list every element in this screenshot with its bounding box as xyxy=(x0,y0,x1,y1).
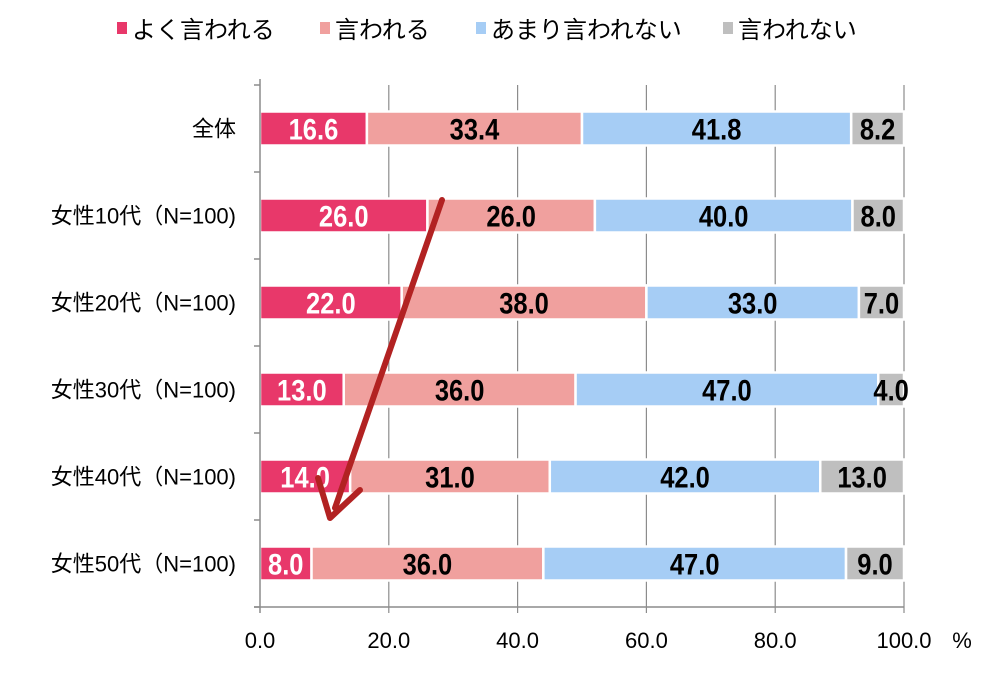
bar-segment xyxy=(819,458,906,495)
data-label: 13.0 xyxy=(277,374,327,407)
legend-swatch xyxy=(723,22,733,34)
data-label: 33.4 xyxy=(450,113,500,146)
data-label: 8.0 xyxy=(268,548,303,581)
x-tick-label: 80.0 xyxy=(754,628,797,653)
data-label: 22.0 xyxy=(306,287,356,320)
data-label: 36.0 xyxy=(403,548,453,581)
category-label: 女性50代（N=100) xyxy=(51,552,236,577)
data-label: 38.0 xyxy=(499,287,549,320)
data-label: 40.0 xyxy=(699,200,749,233)
bar-segment xyxy=(851,197,906,234)
bars: 16.6 33.4 41.8 8.2 全体 26.0 26.0 40.0 8.0 女性10代（N=… xyxy=(51,110,909,582)
data-label: 9.0 xyxy=(857,548,892,581)
gridlines xyxy=(388,85,905,613)
legend-label: 言われない xyxy=(738,17,857,44)
arrow-shaft xyxy=(332,197,445,511)
trend-arrow xyxy=(315,197,445,521)
legend-label: あまり言われない xyxy=(491,17,682,44)
bar-segment xyxy=(348,458,552,495)
legend: よく言われる 言われる あまり言われない 言われない xyxy=(117,17,857,44)
data-label: 41.8 xyxy=(692,113,742,146)
arrow-head xyxy=(315,475,363,521)
data-label: 31.0 xyxy=(425,461,475,494)
legend-swatch xyxy=(117,22,127,34)
x-unit-label: % xyxy=(952,628,972,653)
category-label: 女性30代（N=100) xyxy=(51,378,236,403)
bar-segment xyxy=(593,197,854,234)
legend-swatch xyxy=(320,22,330,34)
legend-label: よく言われる xyxy=(132,17,275,44)
axes: 0.0 20.0 40.0 60.0 80.0 100.0% xyxy=(245,79,972,653)
bar-segment xyxy=(574,371,880,408)
bar-segment xyxy=(844,545,906,582)
x-tick-label: 100.0 xyxy=(876,628,931,653)
data-label: 33.0 xyxy=(728,287,778,320)
x-tick-label: 20.0 xyxy=(367,628,410,653)
bar-segment xyxy=(542,545,848,582)
data-label: 8.0 xyxy=(861,200,896,233)
bar-segment xyxy=(548,458,822,495)
data-label: 42.0 xyxy=(660,461,710,494)
bar-segment xyxy=(645,284,861,321)
data-label: 7.0 xyxy=(864,287,899,320)
data-label: 47.0 xyxy=(670,548,720,581)
category-label: 女性40代（N=100) xyxy=(51,465,236,490)
category-label: 全体 xyxy=(192,117,236,142)
data-label: 16.6 xyxy=(289,113,339,146)
data-label: 36.0 xyxy=(435,374,485,407)
bar-segment xyxy=(580,110,853,147)
bar-segment xyxy=(849,110,906,147)
legend-swatch xyxy=(476,22,486,34)
data-label: 13.0 xyxy=(837,461,887,494)
x-tick-label: 0.0 xyxy=(245,628,276,653)
bar-segment xyxy=(310,545,545,582)
x-tick-label: 40.0 xyxy=(496,628,539,653)
data-label: 4.0 xyxy=(873,374,908,407)
category-label: 女性20代（N=100) xyxy=(51,291,236,316)
bar-segment xyxy=(857,284,906,321)
data-label: 8.2 xyxy=(860,113,895,146)
category-label: 女性10代（N=100) xyxy=(51,204,236,229)
legend-label: 言われる xyxy=(335,17,430,44)
data-label: 26.0 xyxy=(319,200,369,233)
data-label: 26.0 xyxy=(486,200,536,233)
x-tick-label: 60.0 xyxy=(625,628,668,653)
bar-segment xyxy=(258,197,429,234)
bar-segment xyxy=(876,371,906,408)
data-label: 47.0 xyxy=(702,374,752,407)
